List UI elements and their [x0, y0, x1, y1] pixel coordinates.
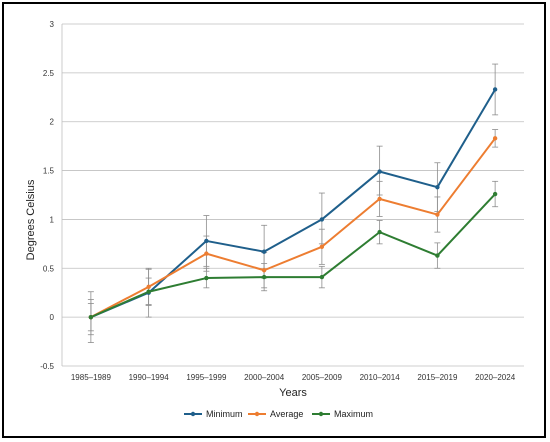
- y-tick-label: 3: [50, 20, 55, 29]
- x-tick-label: 2010–2014: [360, 373, 401, 382]
- data-point-maximum: [146, 289, 151, 294]
- data-point-maximum: [261, 274, 267, 280]
- series-line-minimum: [90, 88, 496, 319]
- y-tick-labels: -0.5 0 0.5 1 1.5 2 2.5 3: [40, 20, 54, 371]
- chart-frame: [2, 2, 546, 438]
- legend: Minimum Average Maximum: [184, 409, 373, 419]
- data-point-average: [261, 268, 267, 273]
- data-point-average: [146, 284, 151, 290]
- x-tick-label: 2015–2019: [417, 373, 458, 382]
- data-point-average: [204, 251, 209, 256]
- x-tick-label: 2000–2004: [244, 373, 285, 382]
- x-tick-label: 1985–1989: [71, 373, 112, 382]
- data-point-average: [377, 196, 382, 202]
- series-line-maximum: [90, 193, 496, 319]
- data-point-minimum: [492, 87, 498, 92]
- data-point-minimum: [319, 217, 325, 222]
- data-point-maximum: [377, 229, 382, 235]
- data-point-minimum: [435, 184, 440, 190]
- legend-marker-average: [254, 411, 260, 417]
- data-point-average: [435, 212, 440, 217]
- data-point-maximum: [88, 314, 94, 320]
- x-axis-label: Years: [279, 387, 307, 399]
- y-tick-label: 1.5: [43, 167, 55, 176]
- legend-marker-minimum: [190, 411, 196, 417]
- series-lines: [90, 88, 496, 319]
- x-tick-label: 1995–1999: [186, 373, 227, 382]
- data-point-average: [319, 244, 325, 249]
- data-points: [88, 87, 498, 320]
- data-point-average: [492, 136, 498, 141]
- gridlines: [61, 23, 524, 367]
- legend-label-average: Average: [270, 409, 303, 419]
- y-axis-label: Degrees Celsius: [25, 179, 37, 260]
- y-tick-label: 2: [50, 118, 55, 127]
- x-tick-label: 2020–2024: [475, 373, 516, 382]
- x-tick-label: 2005–2009: [302, 373, 343, 382]
- legend-label-minimum: Minimum: [206, 409, 243, 419]
- data-point-maximum: [204, 275, 209, 281]
- y-tick-label: 0: [50, 313, 55, 322]
- legend-marker-maximum: [318, 411, 324, 417]
- legend-label-maximum: Maximum: [334, 409, 373, 419]
- series-line-average: [90, 137, 496, 319]
- data-point-minimum: [204, 238, 209, 244]
- y-tick-label: 0.5: [43, 264, 55, 273]
- data-point-minimum: [261, 249, 267, 254]
- y-tick-label: -0.5: [40, 362, 54, 371]
- data-point-maximum: [492, 191, 498, 197]
- y-tick-label: 1: [50, 215, 55, 224]
- x-tick-labels: 1985–1989 1990–1994 1995–1999 2000–2004 2005…: [71, 373, 516, 382]
- data-point-maximum: [435, 253, 440, 258]
- y-tick-label: 2.5: [43, 69, 55, 78]
- error-bars: [87, 63, 499, 343]
- data-point-maximum: [319, 274, 325, 280]
- data-point-minimum: [377, 169, 382, 174]
- x-tick-label: 1990–1994: [129, 373, 170, 382]
